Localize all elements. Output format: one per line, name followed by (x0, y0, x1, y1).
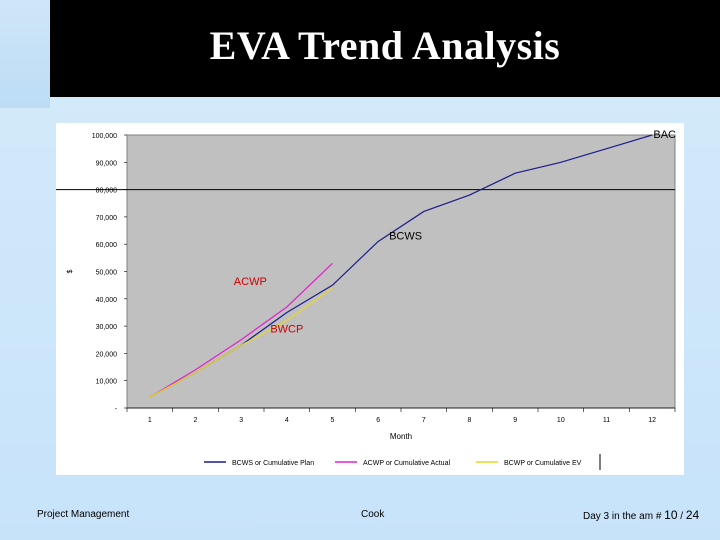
y-tick-label: 50,000 (96, 270, 118, 277)
page-total: 24 (685, 508, 700, 522)
footer-day-label: Day 3 in the am # (583, 511, 665, 522)
y-tick-label: 70,000 (96, 215, 118, 222)
y-tick-label: 100,000 (92, 133, 117, 140)
y-tick-label: 40,000 (96, 297, 118, 304)
chart-panel: - 10,000 20,000 30,000 40,000 50,000 60,000 70,… (56, 123, 684, 475)
legend-label: BCWS or Cumulative Plan (232, 460, 314, 467)
bcws-label: BCWS (389, 230, 422, 242)
x-tick-label: 8 (468, 417, 472, 424)
x-tick-label: 9 (513, 417, 517, 424)
y-tick-label: 60,000 (96, 242, 118, 249)
y-axis-label: $ (67, 269, 74, 273)
x-tick-label: 6 (376, 417, 380, 424)
acwp-label: ACWP (234, 276, 267, 288)
plot-area (126, 134, 676, 409)
y-tick-label: 10,000 (96, 379, 118, 386)
y-tick-label: 80,000 (96, 188, 118, 195)
y-tick-label: 30,000 (96, 324, 118, 331)
footer-page-info: Day 3 in the am # 10 / 24 (583, 508, 699, 522)
page-current: 10 (664, 508, 678, 522)
y-tick-label: 20,000 (96, 351, 118, 358)
x-tick-label: 10 (557, 417, 565, 424)
x-tick-label: 3 (239, 417, 243, 424)
legend-label: ACWP or Cumulative Actual (363, 460, 450, 467)
footer-course: Project Management (37, 509, 130, 520)
eva-chart: - 10,000 20,000 30,000 40,000 50,000 60,000 70,… (56, 129, 676, 470)
x-tick-label: 11 (603, 417, 610, 424)
x-tick-label: 5 (331, 417, 335, 424)
bcwp-line (149, 287, 333, 398)
slide-title: EVA Trend Analysis (209, 23, 561, 68)
left-stripe (0, 0, 50, 108)
page-separator: / (677, 511, 686, 522)
x-tick-label: 4 (285, 417, 289, 424)
bac-label: BAC (653, 129, 676, 141)
x-tick-label: 2 (194, 417, 198, 424)
x-tick-label: 7 (422, 417, 426, 424)
x-axis-label: Month (390, 432, 412, 441)
y-tick-label: 90,000 (96, 160, 118, 167)
x-tick-label: 1 (148, 417, 152, 424)
y-tick-label: - (115, 406, 118, 413)
bwcp-label: BWCP (270, 323, 303, 335)
header-band (0, 0, 720, 97)
acwp-line (149, 262, 333, 398)
footer-author: Cook (361, 509, 385, 520)
legend-label: BCWP or Cumulative EV (504, 460, 582, 467)
x-tick-label: 12 (648, 417, 656, 424)
